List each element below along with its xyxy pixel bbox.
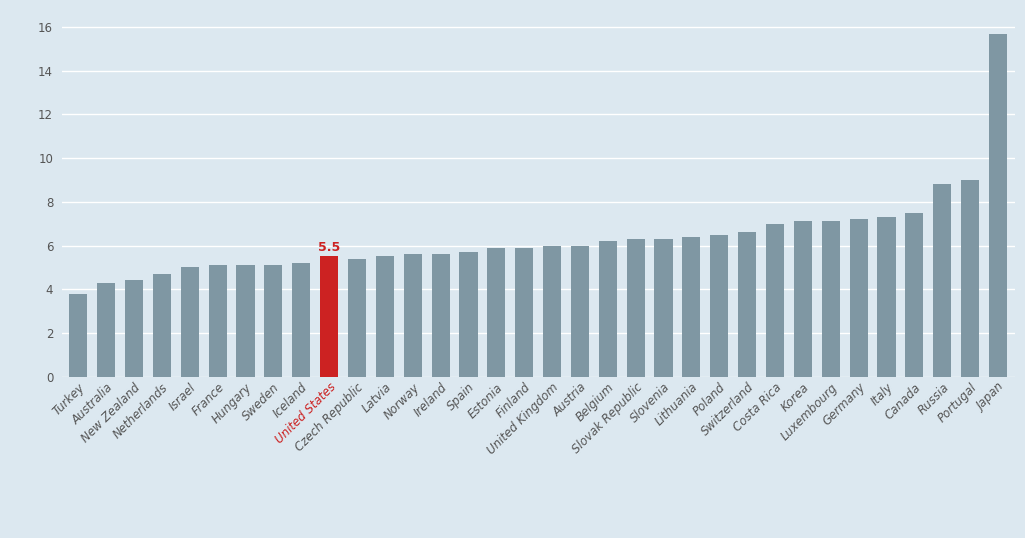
- Text: 5.5: 5.5: [318, 241, 340, 254]
- Bar: [626, 239, 645, 377]
- Bar: [153, 274, 171, 377]
- Bar: [376, 257, 394, 377]
- Bar: [125, 280, 144, 377]
- Bar: [543, 245, 561, 377]
- Bar: [710, 235, 729, 377]
- Bar: [237, 265, 254, 377]
- Bar: [793, 222, 812, 377]
- Bar: [208, 265, 227, 377]
- Bar: [655, 239, 672, 377]
- Bar: [961, 180, 979, 377]
- Bar: [933, 185, 951, 377]
- Bar: [571, 245, 589, 377]
- Bar: [877, 217, 896, 377]
- Bar: [292, 263, 311, 377]
- Bar: [347, 259, 366, 377]
- Bar: [766, 224, 784, 377]
- Bar: [432, 254, 450, 377]
- Bar: [738, 232, 756, 377]
- Bar: [320, 257, 338, 377]
- Bar: [905, 213, 924, 377]
- Bar: [459, 252, 478, 377]
- Bar: [599, 241, 617, 377]
- Bar: [264, 265, 283, 377]
- Bar: [516, 247, 533, 377]
- Bar: [97, 282, 115, 377]
- Bar: [69, 294, 87, 377]
- Bar: [180, 267, 199, 377]
- Bar: [487, 247, 505, 377]
- Bar: [404, 254, 421, 377]
- Bar: [683, 237, 700, 377]
- Bar: [822, 222, 839, 377]
- Bar: [850, 220, 868, 377]
- Bar: [989, 33, 1008, 377]
